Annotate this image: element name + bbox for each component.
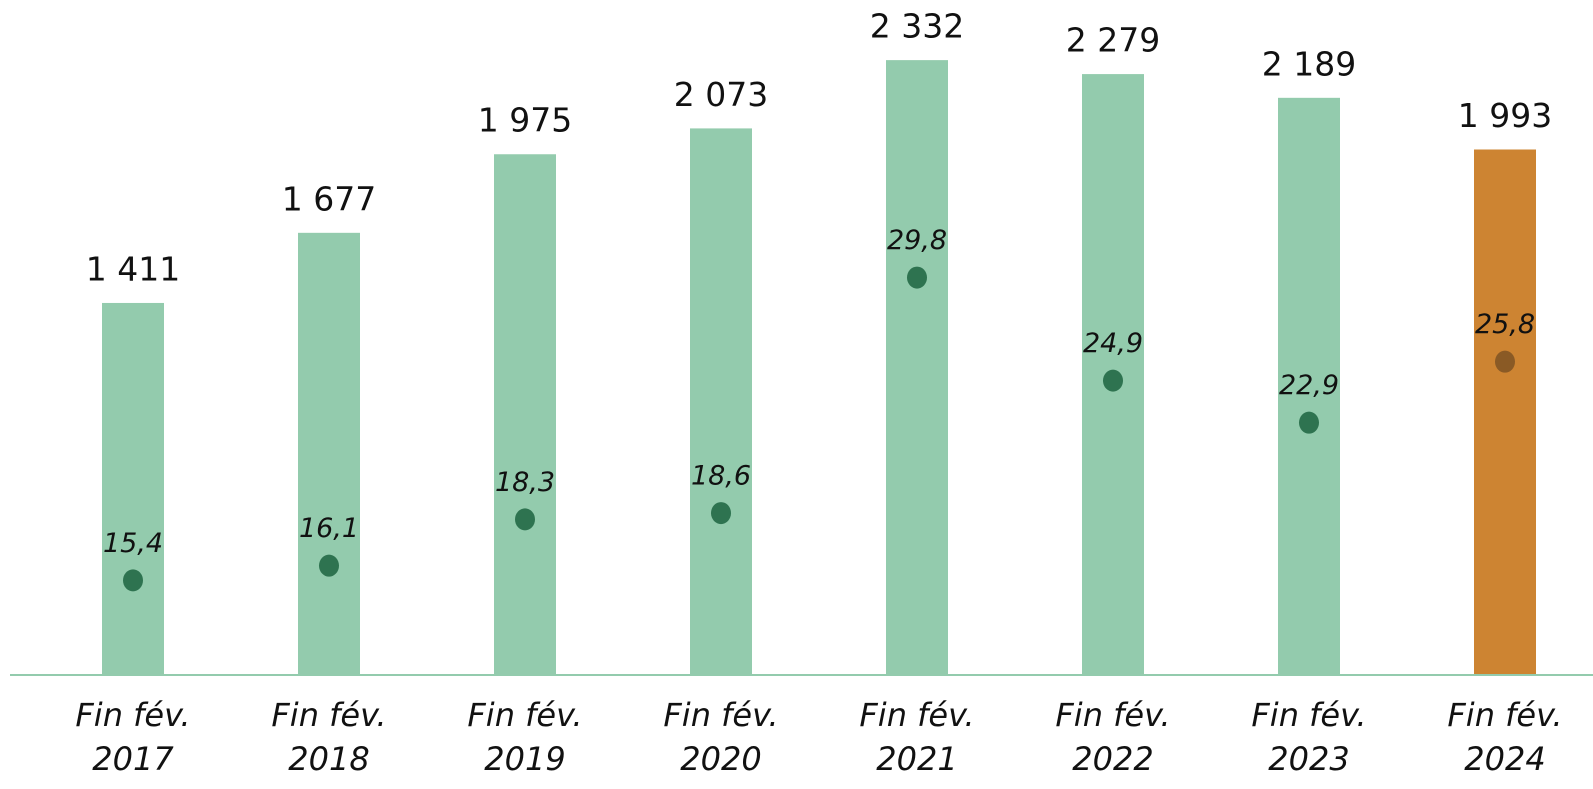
x-tick-label: Fin fév. 2019 bbox=[467, 696, 583, 778]
dot bbox=[711, 502, 731, 525]
x-tick-label: Fin fév. 2021 bbox=[859, 696, 975, 778]
dot bbox=[515, 508, 535, 531]
bar bbox=[690, 128, 752, 675]
dot-label: 16,1 bbox=[299, 513, 359, 544]
dot-label: 22,9 bbox=[1279, 370, 1339, 401]
bar-label: 2 073 bbox=[674, 75, 768, 114]
x-tick-label: Fin fév. 2022 bbox=[1055, 696, 1171, 778]
dot-label: 18,3 bbox=[495, 467, 555, 498]
bar-label: 1 411 bbox=[86, 249, 180, 288]
bar bbox=[886, 60, 948, 675]
x-tick-label: Fin fév. 2023 bbox=[1251, 696, 1367, 778]
x-tick-label: Fin fév. 2024 bbox=[1447, 696, 1563, 778]
dot bbox=[123, 569, 143, 592]
dot-label: 15,4 bbox=[103, 528, 163, 559]
dot-label: 25,8 bbox=[1475, 309, 1535, 340]
dot-label: 18,6 bbox=[691, 461, 751, 492]
x-tick-label: Fin fév. 2020 bbox=[663, 696, 779, 778]
dot-label: 24,9 bbox=[1083, 328, 1143, 359]
x-tick-label: Fin fév. 2018 bbox=[271, 696, 387, 778]
bar bbox=[494, 154, 556, 675]
bar-label: 1 993 bbox=[1458, 96, 1552, 135]
bar bbox=[1278, 97, 1340, 675]
bar bbox=[102, 302, 164, 675]
dot bbox=[1495, 350, 1515, 373]
bar-label: 1 677 bbox=[282, 179, 376, 218]
dot bbox=[1299, 411, 1319, 434]
dot-label: 29,8 bbox=[887, 225, 947, 256]
bar-label: 2 279 bbox=[1066, 21, 1160, 60]
bar bbox=[298, 232, 360, 675]
dot bbox=[907, 266, 927, 289]
bar-label: 2 332 bbox=[870, 7, 964, 46]
dot bbox=[319, 554, 339, 577]
dot bbox=[1103, 369, 1123, 392]
bar bbox=[1474, 149, 1536, 675]
bar-label: 2 189 bbox=[1262, 44, 1356, 83]
bar-label: 1 975 bbox=[478, 101, 572, 140]
x-tick-label: Fin fév. 2017 bbox=[75, 696, 191, 778]
